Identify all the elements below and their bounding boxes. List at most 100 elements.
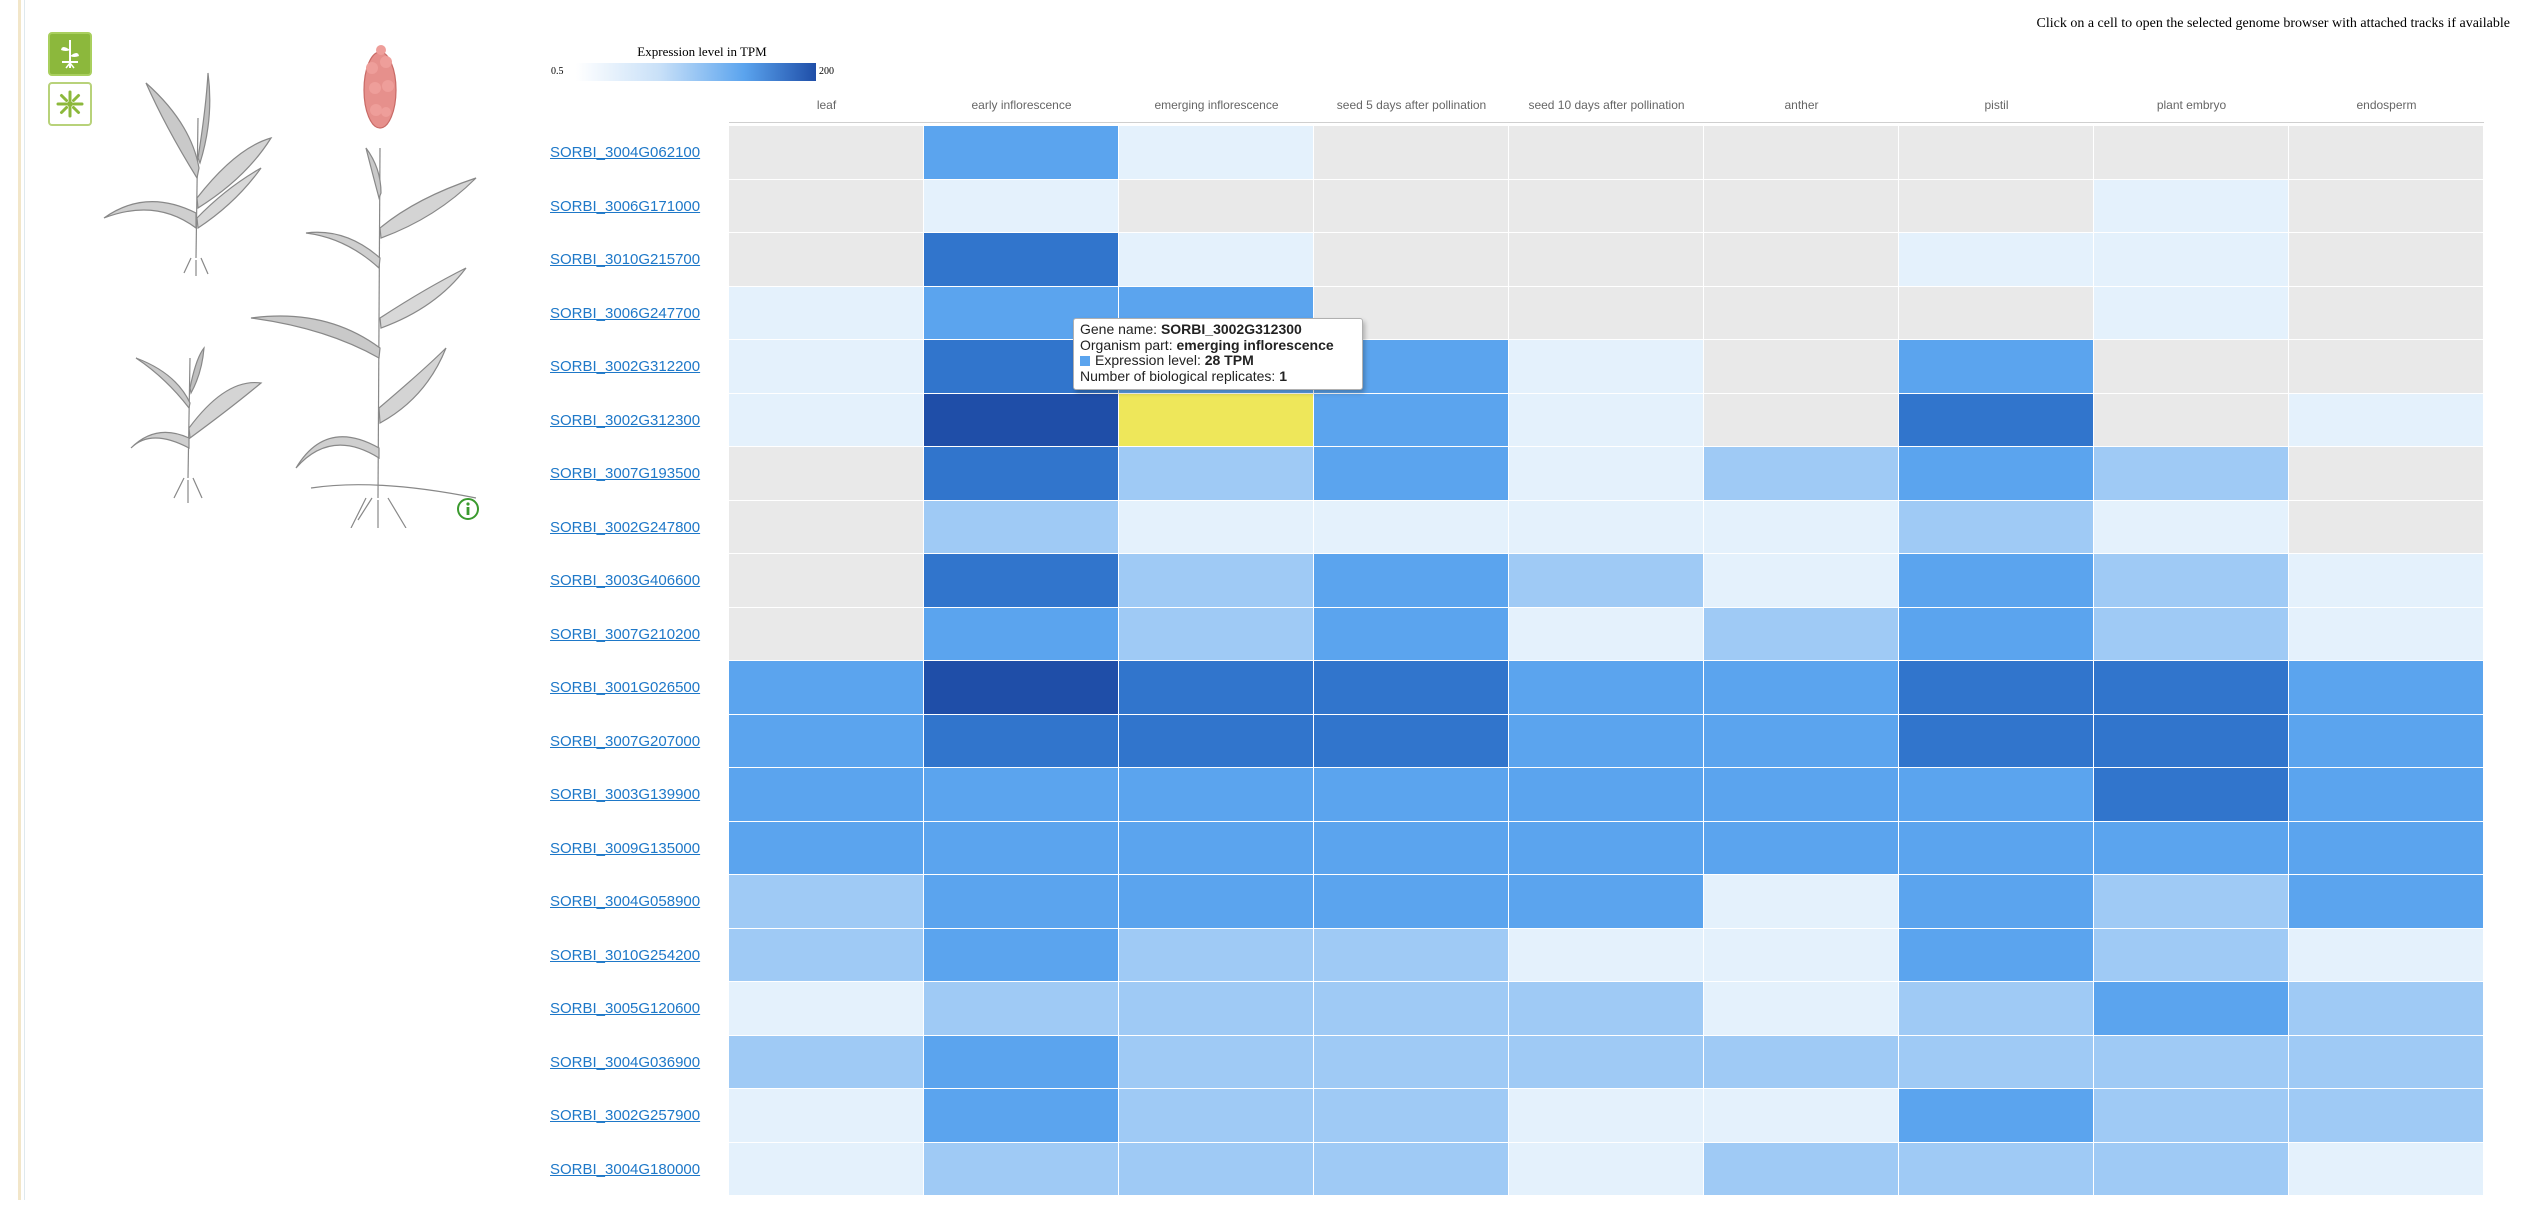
heatmap-cell[interactable] <box>1119 982 1314 1036</box>
heatmap-cell[interactable] <box>1314 661 1509 715</box>
heatmap-cell[interactable] <box>1704 768 1899 822</box>
gene-link[interactable]: SORBI_3002G312200 <box>550 358 701 376</box>
heatmap-cell[interactable] <box>729 1089 924 1143</box>
heatmap-cell[interactable] <box>1119 1089 1314 1143</box>
heatmap-cell[interactable] <box>1704 661 1899 715</box>
heatmap-cell[interactable] <box>729 768 924 822</box>
heatmap-cell[interactable] <box>924 821 1119 875</box>
heatmap-cell[interactable] <box>1704 447 1899 501</box>
heatmap-cell[interactable] <box>1119 928 1314 982</box>
gene-link[interactable]: SORBI_3004G062100 <box>550 144 701 162</box>
heatmap-cell[interactable] <box>2289 1035 2484 1089</box>
heatmap-cell[interactable] <box>1314 554 1509 608</box>
heatmap-cell[interactable] <box>1119 233 1314 287</box>
gene-link[interactable]: SORBI_3004G036900 <box>550 1053 701 1071</box>
heatmap-cell[interactable] <box>1509 340 1704 394</box>
heatmap-cell[interactable] <box>1314 1035 1509 1089</box>
heatmap-cell[interactable] <box>1509 179 1704 233</box>
heatmap-cell[interactable] <box>924 500 1119 554</box>
heatmap-cell[interactable] <box>2289 233 2484 287</box>
panicle-figure[interactable] <box>363 45 397 129</box>
mature-plant-figure[interactable] <box>250 147 477 528</box>
heatmap-cell[interactable] <box>924 447 1119 501</box>
plant-view-button[interactable] <box>48 32 92 76</box>
heatmap-cell[interactable] <box>729 286 924 340</box>
heatmap-cell[interactable] <box>2289 1089 2484 1143</box>
heatmap-cell[interactable] <box>1314 393 1509 447</box>
heatmap-cell[interactable] <box>1509 554 1704 608</box>
heatmap-cell[interactable] <box>2289 607 2484 661</box>
heatmap-cell[interactable] <box>924 554 1119 608</box>
heatmap-cell[interactable] <box>924 875 1119 929</box>
heatmap-cell[interactable] <box>1704 233 1899 287</box>
heatmap-cell[interactable] <box>1899 661 2094 715</box>
heatmap-cell[interactable] <box>1119 447 1314 501</box>
heatmap-cell[interactable] <box>1704 500 1899 554</box>
heatmap-cell[interactable] <box>1899 500 2094 554</box>
heatmap-cell[interactable] <box>1704 875 1899 929</box>
heatmap-cell[interactable] <box>924 179 1119 233</box>
heatmap-cell[interactable] <box>1314 179 1509 233</box>
heatmap-cell[interactable] <box>1509 286 1704 340</box>
heatmap-cell[interactable] <box>1314 447 1509 501</box>
heatmap-cell[interactable] <box>2289 554 2484 608</box>
gene-link[interactable]: SORBI_3007G210200 <box>550 625 701 643</box>
heatmap-cell[interactable] <box>1899 393 2094 447</box>
heatmap-cell[interactable] <box>2094 447 2289 501</box>
heatmap-cell[interactable] <box>1704 607 1899 661</box>
gene-link[interactable]: SORBI_3002G312300 <box>550 411 701 429</box>
gene-link[interactable]: SORBI_3004G180000 <box>550 1160 701 1178</box>
heatmap-cell[interactable] <box>1314 607 1509 661</box>
heatmap-cell[interactable] <box>2094 554 2289 608</box>
heatmap-cell[interactable] <box>924 1142 1119 1196</box>
heatmap-cell[interactable] <box>729 554 924 608</box>
heatmap-cell[interactable] <box>1704 340 1899 394</box>
heatmap-cell[interactable] <box>1509 768 1704 822</box>
heatmap-cell[interactable] <box>924 1035 1119 1089</box>
heatmap-cell[interactable] <box>1314 821 1509 875</box>
heatmap-cell[interactable] <box>2289 286 2484 340</box>
heatmap-cell[interactable] <box>1119 393 1314 447</box>
heatmap-cell[interactable] <box>1314 982 1509 1036</box>
heatmap-cell[interactable] <box>1509 126 1704 180</box>
heatmap-cell[interactable] <box>2094 821 2289 875</box>
heatmap-cell[interactable] <box>1509 447 1704 501</box>
heatmap-cell[interactable] <box>2094 982 2289 1036</box>
heatmap-cell[interactable] <box>1119 875 1314 929</box>
heatmap-cell[interactable] <box>1119 500 1314 554</box>
heatmap-cell[interactable] <box>729 821 924 875</box>
heatmap-cell[interactable] <box>1899 1142 2094 1196</box>
heatmap-cell[interactable] <box>1899 875 2094 929</box>
heatmap-cell[interactable] <box>924 393 1119 447</box>
heatmap-cell[interactable] <box>2094 607 2289 661</box>
heatmap-cell[interactable] <box>729 928 924 982</box>
heatmap-cell[interactable] <box>729 875 924 929</box>
heatmap-cell[interactable] <box>1509 821 1704 875</box>
heatmap-cell[interactable] <box>924 928 1119 982</box>
heatmap-cell[interactable] <box>2094 661 2289 715</box>
heatmap-cell[interactable] <box>2289 768 2484 822</box>
heatmap-cell[interactable] <box>1509 982 1704 1036</box>
heatmap-cell[interactable] <box>924 1089 1119 1143</box>
heatmap-cell[interactable] <box>2094 340 2289 394</box>
heatmap-cell[interactable] <box>2289 1142 2484 1196</box>
heatmap-cell[interactable] <box>1509 1089 1704 1143</box>
heatmap-cell[interactable] <box>1899 768 2094 822</box>
gene-link[interactable]: SORBI_3003G139900 <box>550 786 701 804</box>
heatmap-cell[interactable] <box>1899 714 2094 768</box>
gene-link[interactable]: SORBI_3006G171000 <box>550 197 701 215</box>
gene-link[interactable]: SORBI_3001G026500 <box>550 679 701 697</box>
heatmap-cell[interactable] <box>1314 1142 1509 1196</box>
heatmap-cell[interactable] <box>2094 179 2289 233</box>
heatmap-cell[interactable] <box>1509 928 1704 982</box>
heatmap-cell[interactable] <box>1899 179 2094 233</box>
gene-link[interactable]: SORBI_3007G207000 <box>550 732 701 750</box>
gene-link[interactable]: SORBI_3010G215700 <box>550 251 701 269</box>
heatmap-cell[interactable] <box>2094 928 2289 982</box>
heatmap-cell[interactable] <box>1119 768 1314 822</box>
young-plant-figure[interactable] <box>103 72 273 276</box>
heatmap-cell[interactable] <box>2094 1089 2289 1143</box>
heatmap-cell[interactable] <box>2094 875 2289 929</box>
heatmap-cell[interactable] <box>924 768 1119 822</box>
heatmap-cell[interactable] <box>2094 500 2289 554</box>
